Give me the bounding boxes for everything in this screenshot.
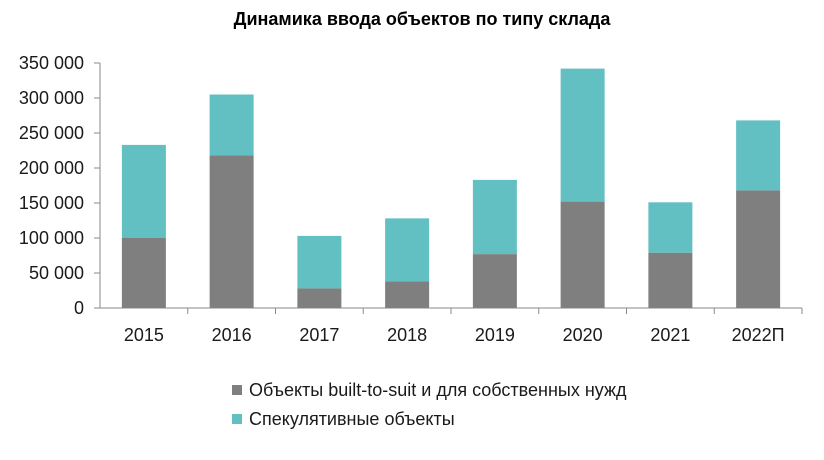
y-axis: 0 50 000 100 000 150 000 200 000 250 000 300 0… — [19, 53, 101, 318]
x-tick-label: 2017 — [299, 325, 339, 345]
bar-built-to-suit-2015 — [121, 238, 166, 308]
bars — [121, 68, 781, 308]
bar-speculative-2021 — [648, 202, 693, 253]
bar-speculative-2016 — [209, 94, 254, 156]
y-tick-label: 250 000 — [19, 123, 84, 143]
x-tick-label: 2022П — [732, 325, 785, 345]
bar-built-to-suit-2020 — [560, 201, 605, 308]
x-tick-label: 2015 — [124, 325, 164, 345]
y-tick-label: 50 000 — [29, 263, 84, 283]
bar-speculative-2020 — [560, 68, 605, 202]
bar-built-to-suit-2022П — [736, 190, 781, 308]
legend-swatch — [232, 385, 242, 395]
bar-built-to-suit-2018 — [385, 281, 430, 308]
bar-speculative-2017 — [297, 235, 342, 289]
bar-speculative-2019 — [472, 179, 517, 255]
x-tick-label: 2018 — [387, 325, 427, 345]
y-tick-label: 100 000 — [19, 228, 84, 248]
legend-label: Объекты built-to-suit и для собственных … — [249, 380, 627, 400]
x-tick-label: 2016 — [212, 325, 252, 345]
x-tick-label: 2021 — [650, 325, 690, 345]
x-axis: 2015 2016 2017 2018 2019 2020 2021 2022П — [100, 307, 803, 345]
y-tick-label: 300 000 — [19, 88, 84, 108]
chart-title: Динамика ввода объектов по типу склада — [234, 9, 612, 29]
y-tick-label: 150 000 — [19, 193, 84, 213]
bar-speculative-2018 — [385, 218, 430, 282]
x-tick-label: 2019 — [475, 325, 515, 345]
y-tick-label: 200 000 — [19, 158, 84, 178]
bar-speculative-2015 — [121, 144, 166, 238]
y-tick-label: 350 000 — [19, 53, 84, 73]
bar-built-to-suit-2017 — [297, 288, 342, 308]
legend-label: Спекулятивные объекты — [249, 409, 455, 429]
bar-built-to-suit-2016 — [209, 155, 254, 308]
x-tick-label: 2020 — [563, 325, 603, 345]
bar-speculative-2022П — [736, 120, 781, 191]
legend: Объекты built-to-suit и для собственных … — [232, 380, 627, 429]
y-tick-label: 0 — [74, 298, 84, 318]
bar-built-to-suit-2021 — [648, 252, 693, 308]
bar-built-to-suit-2019 — [472, 254, 517, 308]
legend-swatch — [232, 414, 242, 424]
